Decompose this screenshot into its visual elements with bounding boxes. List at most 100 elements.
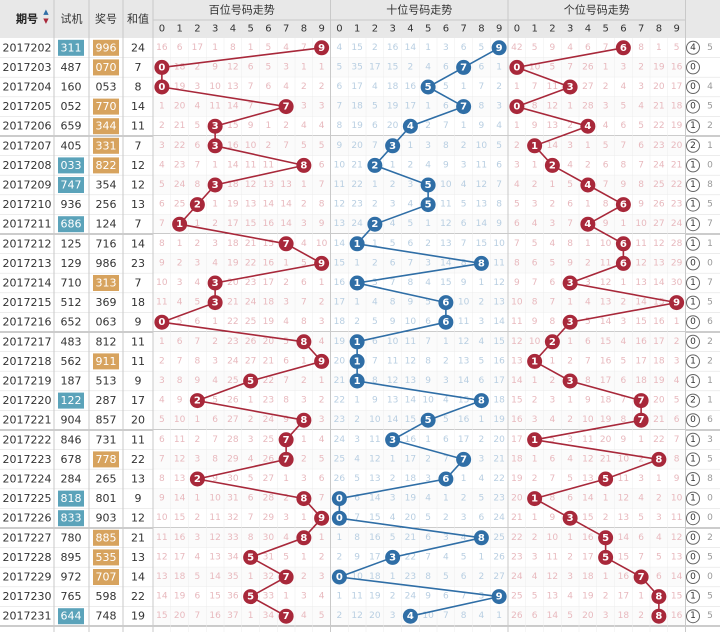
trial-cell: 747 (61, 179, 82, 192)
miss-count-hundreds: 9 (212, 62, 218, 72)
ball-label-units: 4 (584, 219, 591, 230)
period-cell[interactable]: 2017212 (3, 237, 52, 250)
period-cell[interactable]: 2017210 (3, 198, 52, 211)
miss-count-units: 18 (671, 102, 683, 112)
period-cell[interactable]: 2017224 (3, 473, 52, 486)
miss-count-hundreds: 7 (177, 356, 183, 366)
miss-count-tens: 1 (425, 435, 431, 445)
miss-count-hundreds: 1 (195, 494, 201, 504)
prize-cell: 331 (96, 139, 117, 152)
miss-count-tens: 17 (351, 82, 362, 92)
period-cell[interactable]: 2017206 (3, 120, 52, 133)
ball-label-tens: 7 (460, 102, 467, 113)
period-cell[interactable]: 2017215 (3, 296, 52, 309)
miss-count-tens: 8 (496, 200, 502, 210)
period-cell[interactable]: 2017223 (3, 453, 52, 466)
miss-count-hundreds: 4 (283, 533, 289, 543)
miss-count-hundreds: 16 (174, 533, 186, 543)
miss-count-tens: 9 (425, 376, 431, 386)
miss-count-hundreds: 5 (248, 474, 254, 484)
trial-cell: 562 (61, 355, 82, 368)
miss-count-tens: 26 (334, 474, 346, 484)
miss-count-hundreds: 3 (177, 278, 183, 288)
miss-count-hundreds: 24 (263, 415, 275, 425)
extra-value-2: 0 (707, 572, 713, 582)
miss-count-tens: 6 (408, 239, 414, 249)
period-cell[interactable]: 2017228 (3, 551, 52, 564)
period-cell[interactable]: 2017217 (3, 335, 52, 348)
ball-label-hundreds: 5 (247, 592, 254, 603)
ball-label-tens: 3 (389, 141, 396, 152)
miss-count-tens: 6 (443, 62, 449, 72)
miss-count-units: 20 (600, 435, 612, 445)
period-cell[interactable]: 2017202 (3, 41, 52, 54)
miss-count-units: 30 (671, 278, 683, 288)
miss-count-hundreds: 4 (159, 396, 165, 406)
miss-count-hundreds: 7 (319, 494, 325, 504)
miss-count-units: 2 (532, 533, 538, 543)
miss-count-hundreds: 21 (227, 298, 238, 308)
miss-count-tens: 20 (387, 121, 399, 131)
extra-value-2: 5 (707, 611, 713, 621)
prize-cell: 070 (96, 61, 117, 74)
sort-down-icon[interactable]: ▼ (43, 17, 49, 25)
miss-count-tens: 16 (387, 43, 399, 53)
miss-count-tens: 2 (479, 572, 485, 582)
period-cell[interactable]: 2017203 (3, 61, 52, 74)
miss-count-tens: 5 (443, 415, 449, 425)
miss-count-hundreds: 31 (263, 552, 274, 562)
ball-label-units: 1 (531, 494, 538, 505)
digit-header-units-3: 3 (567, 24, 573, 35)
trial-cell: 160 (61, 81, 82, 94)
ball-label-units: 9 (673, 298, 680, 309)
miss-count-hundreds: 7 (248, 102, 254, 112)
miss-count-tens: 9 (337, 141, 343, 151)
period-cell[interactable]: 2017213 (3, 257, 52, 270)
period-cell[interactable]: 2017205 (3, 100, 52, 113)
sort-up-icon[interactable]: ▲ (43, 8, 49, 16)
period-cell[interactable]: 2017231 (3, 610, 52, 623)
miss-count-hundreds: 35 (227, 572, 238, 582)
period-cell[interactable]: 2017222 (3, 433, 52, 446)
miss-count-units: 19 (653, 62, 665, 72)
miss-count-units: 1 (567, 396, 573, 406)
period-cell[interactable]: 2017211 (3, 218, 52, 231)
period-cell[interactable]: 2017204 (3, 81, 52, 94)
miss-count-hundreds: 7 (159, 219, 165, 229)
period-cell[interactable]: 2017207 (3, 139, 52, 152)
miss-count-tens: 11 (351, 592, 362, 602)
period-cell[interactable]: 2017208 (3, 159, 52, 172)
period-cell[interactable]: 2017219 (3, 375, 52, 388)
miss-count-tens: 12 (369, 454, 380, 464)
miss-count-tens: 26 (493, 552, 505, 562)
period-cell[interactable]: 2017218 (3, 355, 52, 368)
miss-count-tens: 14 (334, 239, 346, 249)
miss-count-hundreds: 7 (248, 513, 254, 523)
sum-cell: 7 (135, 218, 142, 231)
miss-count-tens: 10 (440, 180, 452, 190)
miss-count-units: 5 (603, 141, 609, 151)
miss-count-hundreds: 2 (159, 356, 165, 366)
period-cell[interactable]: 2017230 (3, 590, 52, 603)
miss-count-hundreds: 24 (245, 298, 257, 308)
ball-label-units: 7 (638, 396, 645, 407)
period-cell[interactable]: 2017227 (3, 531, 52, 544)
miss-count-units: 23 (511, 552, 522, 562)
period-cell[interactable]: 2017220 (3, 394, 52, 407)
ball-label-units: 3 (567, 82, 574, 93)
miss-count-hundreds: 3 (212, 239, 218, 249)
miss-count-tens: 17 (493, 376, 504, 386)
period-cell[interactable]: 2017221 (3, 414, 52, 427)
miss-count-hundreds: 14 (227, 160, 239, 170)
prize-cell: 535 (96, 551, 117, 564)
period-cell[interactable]: 2017225 (3, 492, 52, 505)
column-header-period[interactable]: 期号 (16, 12, 38, 26)
period-cell[interactable]: 2017209 (3, 179, 52, 192)
miss-count-units: 24 (671, 219, 683, 229)
prize-cell: 707 (96, 571, 117, 584)
period-cell[interactable]: 2017226 (3, 512, 52, 525)
period-cell[interactable]: 2017216 (3, 316, 52, 329)
period-cell[interactable]: 2017229 (3, 571, 52, 584)
period-cell[interactable]: 2017214 (3, 277, 52, 290)
extra-value: 0 (690, 102, 696, 112)
